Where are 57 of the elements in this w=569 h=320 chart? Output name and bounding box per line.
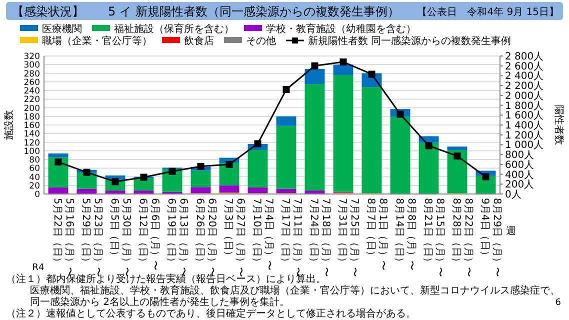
- y2-tick-label: 2 200人: [505, 81, 544, 92]
- y-tick-label: 120: [24, 138, 40, 148]
- y-tick-label: 40: [29, 172, 40, 183]
- y2-tick-label: 1 000人: [505, 140, 544, 152]
- y-tick-label: 320: [24, 52, 40, 62]
- y-tick-label: 240: [24, 86, 40, 96]
- x-tick-label: 6月6日（月）〜 6月12日（日）: [136, 198, 160, 271]
- y-tick-label: 160: [24, 121, 40, 131]
- text: R4: [32, 263, 45, 273]
- y-tick-label: 220: [24, 95, 40, 106]
- y2-tick-label: 800人: [505, 150, 534, 162]
- y2-tick-label: 2 600人: [505, 61, 544, 72]
- chart-title: 【感染状況】 5 イ 新規陽性者数（同一感染源からの複数発生事例）: [12, 4, 400, 18]
- y2-tick-label: 1 600人: [505, 110, 544, 122]
- legend-label: 職場（企業・官公庁等）: [42, 35, 152, 47]
- y2-tick-label: 200人: [505, 180, 534, 191]
- y-tick-label: 200: [24, 104, 40, 114]
- y2-tick-label: 2 000人: [505, 90, 544, 102]
- x-tick-label: 8月29日（月）〜 9月4日（日）: [478, 198, 502, 278]
- y2-tick-label: 400人: [505, 170, 534, 181]
- y-tick-label: 280: [24, 69, 40, 80]
- legend-label: 飲食店: [184, 35, 214, 47]
- y2-axis-title: 陽性者数: [553, 105, 565, 145]
- legend-label: 新規陽性者数 同一感染源からの複数発生事例: [308, 35, 512, 47]
- y2-tick-label: 600人: [505, 160, 534, 171]
- x-tick-label: 7月4日（月）〜 7月10日（日）: [250, 198, 274, 271]
- y2-tick-label: 1 400人: [505, 120, 544, 132]
- x-tick-label: 8月15日（月）〜 8月21日（日）: [422, 198, 445, 278]
- y2-tick-label: 2 800人: [505, 52, 544, 62]
- legend-label: 学校・教育施設（幼稚園を含む）: [266, 23, 416, 35]
- y2-tick-label: 1 200人: [505, 130, 544, 142]
- x-axis-title: 週: [506, 226, 516, 237]
- text: 6: [555, 298, 562, 308]
- y-tick-label: 260: [24, 78, 40, 88]
- x-tick-label: 8月8日（月）〜 8月14日（日）: [393, 198, 416, 271]
- y-tick-label: 140: [24, 130, 40, 140]
- y-tick-label: 20: [29, 181, 40, 192]
- legend-label: 医療機関: [42, 23, 82, 35]
- y-tick-label: 180: [24, 112, 40, 122]
- text: 医療機関、福祉施設、学校・教育施設、飲食店及び職場（企業・官公庁等）において、新型コロナウイルス感染症で、: [30, 284, 560, 296]
- x-tick-label: 8月1日（月）〜 8月7日（日）: [364, 198, 388, 271]
- text: （注２）速報値として公表するものであり、後日確定データとして修正される場合がある。: [6, 308, 416, 320]
- y-tick-label: 100: [24, 146, 40, 157]
- text: 【公表日 令和4年 9月 15日】: [417, 6, 559, 18]
- y-tick-label: 60: [29, 164, 40, 174]
- y-tick-label: 80: [29, 156, 40, 166]
- y-axis-title: 施設数: [3, 110, 15, 140]
- legend-label: 福祉施設（保育所を含む）: [114, 23, 234, 35]
- x-tick-label: 8月22日（月）〜 8月28日（日）: [450, 198, 474, 278]
- y2-tick-label: 2 400人: [505, 71, 544, 82]
- text: 同一感染源から 2名以上の陽性者が発生した事例を集計。: [30, 296, 290, 308]
- y-tick-label: 300: [24, 60, 40, 71]
- x-tick-label: 7月25日（月）〜 7月31日（日）: [336, 198, 360, 278]
- y2-tick-label: 1 800人: [505, 100, 544, 112]
- y2-tick-label: 0人: [505, 190, 522, 200]
- legend-label: その他: [246, 35, 276, 47]
- y-tick-label: 0: [34, 190, 40, 200]
